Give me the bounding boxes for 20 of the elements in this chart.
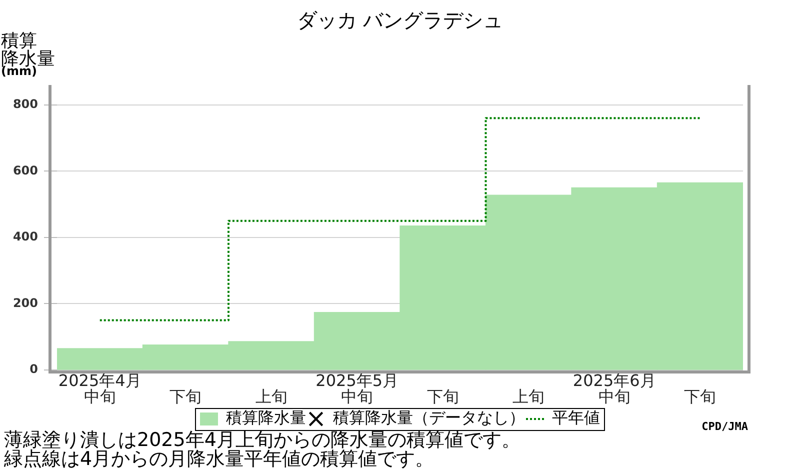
x-tick-label: 2025年5月中旬 bbox=[316, 371, 399, 406]
y-tick-label: 800 bbox=[12, 97, 38, 112]
x-tick-label: 下旬 bbox=[684, 387, 716, 406]
legend-label: 平年値 bbox=[552, 408, 600, 428]
x-tick-label: 下旬 bbox=[170, 387, 202, 406]
text: CPD/JMA bbox=[702, 420, 748, 433]
x-tick-label: 上旬 bbox=[512, 387, 545, 406]
legend-label: 積算降水量 bbox=[226, 408, 306, 428]
x-tick-label: 2025年4月中旬 bbox=[58, 371, 142, 406]
text: 緑点線は4月からの月降水量平年値の積算値です。 bbox=[3, 448, 434, 470]
y-tick-label: 0 bbox=[30, 362, 38, 376]
x-tick-label: 上旬 bbox=[255, 387, 288, 406]
chart-title: ダッカ バングラデシュ bbox=[296, 8, 504, 32]
y-axis-title: 積算降水量(mm) bbox=[1, 30, 55, 78]
y-tick-label: 200 bbox=[12, 296, 38, 310]
x-tick-label: 下旬 bbox=[426, 387, 459, 406]
y-tick-label: 400 bbox=[12, 230, 38, 244]
legend-label: 積算降水量（データなし） bbox=[333, 408, 525, 428]
y-tick-label: 600 bbox=[12, 163, 38, 178]
x-tick-label: 2025年6月中旬 bbox=[572, 371, 656, 406]
